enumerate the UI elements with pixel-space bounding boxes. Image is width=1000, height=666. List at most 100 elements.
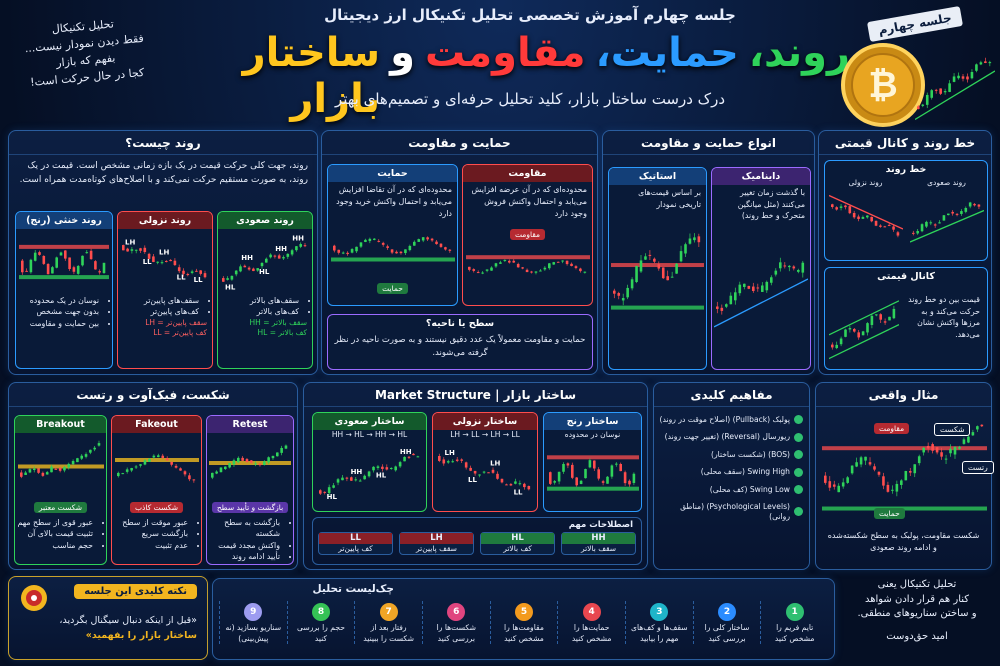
check-text: تایم فریم را مشخص کنید	[774, 623, 815, 643]
candle-body	[887, 224, 890, 226]
candle-body	[980, 424, 984, 427]
candle-body	[538, 270, 542, 272]
check-number: 5	[514, 603, 533, 621]
candle-body	[832, 484, 836, 487]
candle-body	[946, 213, 950, 216]
author: امید حق‌دوست	[886, 630, 948, 642]
candle-body	[900, 480, 903, 485]
candle-body	[97, 443, 100, 446]
key-title: نکته کلیدی این جلسه	[74, 584, 197, 599]
candle-body	[286, 253, 290, 257]
sr-card: مقاومت محدوده‌ای که در آن عرضه افزایش می…	[462, 164, 593, 306]
concept-list: پولبک (Pullback) (اصلاح موقت در روند) ریو…	[658, 415, 803, 529]
candle-body	[393, 466, 397, 471]
candle-body	[756, 287, 760, 289]
card-title: استاتیک	[609, 168, 706, 185]
candle-body	[322, 491, 326, 493]
trendline-card: خط روند روند صعودی روند نزولی	[824, 160, 988, 261]
candle-body	[84, 454, 87, 457]
term: HL کف بالاتر	[480, 532, 555, 555]
list-item: سقف‌های بالاتر	[220, 295, 299, 306]
candle-body	[295, 246, 298, 251]
candle-body	[199, 270, 202, 274]
candle-body	[837, 485, 841, 493]
terms-box: اصطلاحات مهم HH سقف بالاتر HL کف بالاتر LH سق…	[312, 517, 642, 565]
candle-body	[507, 260, 511, 263]
candle-body	[327, 487, 330, 494]
candle-body	[933, 224, 936, 226]
candle-body	[964, 207, 967, 212]
candle-body	[485, 269, 488, 271]
candle-body	[411, 453, 415, 456]
candle-body	[503, 259, 506, 261]
card-title: ساختار صعودی	[313, 413, 426, 430]
candle-body	[71, 461, 74, 465]
level-zone	[546, 486, 639, 491]
candle-body	[534, 271, 537, 273]
candle-body	[434, 241, 438, 245]
candle-body	[931, 444, 934, 451]
candle-body	[394, 251, 398, 254]
candle-body	[738, 284, 742, 294]
candle-body	[834, 207, 838, 210]
candle-body	[942, 215, 945, 221]
mini-chart: HL HH HL HH	[318, 448, 419, 501]
candle-body	[446, 461, 450, 463]
check-number: 4	[582, 603, 601, 621]
candle-body	[237, 457, 240, 463]
legend: HH = سقف بالاتر HL = کف بالاتر	[218, 318, 312, 339]
swing-label: HH	[241, 254, 253, 262]
term-code: HH	[562, 533, 635, 545]
candle-body	[340, 477, 344, 481]
candle-body	[183, 471, 186, 475]
list-item: کف‌های بالاتر	[220, 306, 299, 317]
candle-body	[684, 244, 687, 254]
candle-body	[143, 247, 147, 253]
candle-body	[72, 267, 76, 272]
candle-body	[33, 252, 37, 261]
title-part: مقاومت	[425, 30, 586, 76]
kicker: جلسه چهارم آموزش تخصصی تحلیل تکنیکال ارز…	[324, 6, 736, 24]
candle-body	[583, 469, 587, 479]
swing-label: LH	[490, 460, 500, 468]
candle-body	[169, 461, 173, 465]
terms-title: اصطلاحات مهم	[568, 520, 633, 530]
swing-label: HH	[275, 245, 287, 253]
candle-body	[403, 249, 407, 254]
candle-body	[471, 269, 475, 271]
check-icon	[794, 507, 803, 517]
swing-label: LL	[143, 258, 152, 266]
candle-body	[921, 104, 925, 106]
swing-label: LH	[159, 249, 169, 257]
candle-body	[81, 255, 84, 266]
breakout-card: Retest بازگشت و تأیید سطح بازگشت به سطح …	[206, 415, 294, 565]
candle-body	[976, 426, 979, 430]
level-zone	[19, 244, 109, 249]
candle-body	[473, 470, 477, 474]
candle-body	[864, 456, 867, 461]
check-item: 9 سناریو بسازید (نه پیش‌بینی)	[218, 601, 287, 645]
card-label: بازگشت و تأیید سطح	[211, 502, 289, 513]
trend-panel: روند چیست؟ روند، جهت کلی حرکت قیمت در یک…	[8, 130, 318, 375]
closing: تحلیل تکنیکال یعنی کنار هم قرار دادن شواه…	[842, 578, 992, 644]
candle-body	[139, 248, 142, 251]
structure-card: ساختار رنج نوسان در محدوده	[543, 412, 642, 512]
term-meaning: سقف پایین‌تر	[416, 544, 457, 554]
candle-body	[882, 476, 885, 486]
check-text: حمایت‌ها را مشخص کنید	[571, 623, 612, 643]
candle-body	[476, 272, 479, 274]
candle-body	[425, 237, 429, 240]
list-item: بین حمایت و مقاومت	[18, 318, 99, 329]
candle-body	[469, 467, 472, 471]
trend-card: روند نزولی LH LL LH LL LL سقف‌های پایین‌ترکف…	[117, 211, 213, 369]
candle-body	[79, 455, 83, 459]
candle-body	[399, 251, 402, 254]
swing-label: HH	[399, 448, 411, 456]
candle-body	[566, 463, 569, 466]
level-zone	[114, 458, 199, 462]
candle-body	[666, 276, 669, 281]
swing-label: LL	[177, 274, 186, 282]
candle-body	[187, 475, 191, 480]
candle-body	[958, 446, 961, 449]
